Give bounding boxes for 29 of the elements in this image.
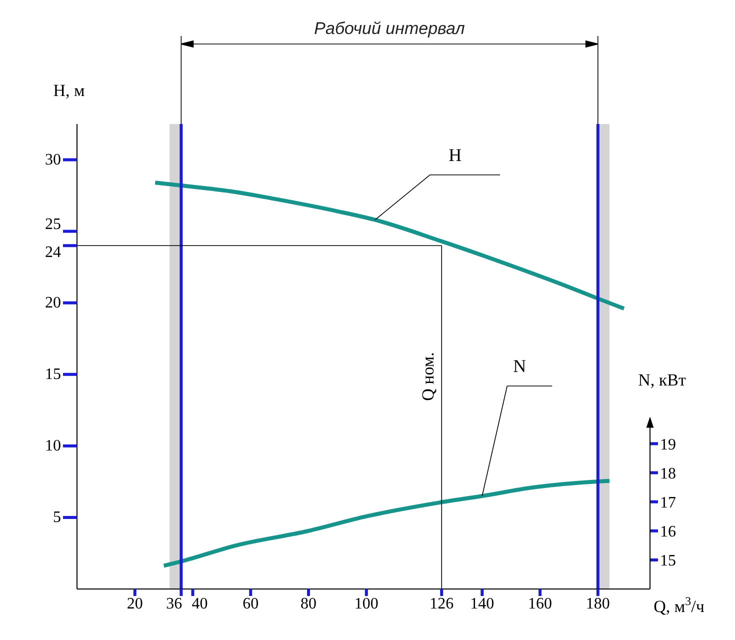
y2-tick-label: 15	[660, 552, 676, 570]
y2-tick-label: 16	[660, 524, 676, 541]
x-tick-label: 160	[528, 595, 552, 612]
y-tick-label: 5	[53, 508, 61, 526]
y-tick-label: 30	[45, 151, 61, 168]
y-tick-label: 10	[45, 437, 61, 454]
x-axis-title: Q, м$^{3}$/ч	[654, 594, 705, 616]
x-tick-label: 20	[126, 595, 143, 612]
y2-tick-label: 18	[660, 465, 676, 482]
x-tick-label: 36	[166, 595, 182, 612]
y-tick-label: 20	[45, 294, 61, 312]
y2-tick-label: 17	[660, 494, 676, 512]
x-tick-label: 100	[354, 595, 378, 612]
y2-tick-label: 19	[660, 436, 676, 454]
x-tick-label: 60	[242, 595, 259, 612]
x-tick-label: 40	[192, 595, 208, 612]
x-tick-label: 180	[586, 595, 610, 612]
x-tick-label: 140	[470, 595, 494, 612]
ref-line-label: Q ном.	[418, 352, 438, 401]
text: N	[513, 356, 526, 376]
y-tick-label: 15	[45, 366, 61, 383]
chart-title: Рабочий интервал	[314, 19, 466, 38]
y-tick-label: 25	[45, 216, 61, 233]
y-axis-title: H, м	[53, 81, 86, 100]
y-tick-label: 24	[45, 244, 61, 262]
y2-axis-title: N, кВт	[638, 370, 686, 390]
x-tick-label: 80	[300, 595, 317, 612]
x-tick-label: 126	[430, 595, 454, 612]
text: H	[448, 144, 462, 165]
